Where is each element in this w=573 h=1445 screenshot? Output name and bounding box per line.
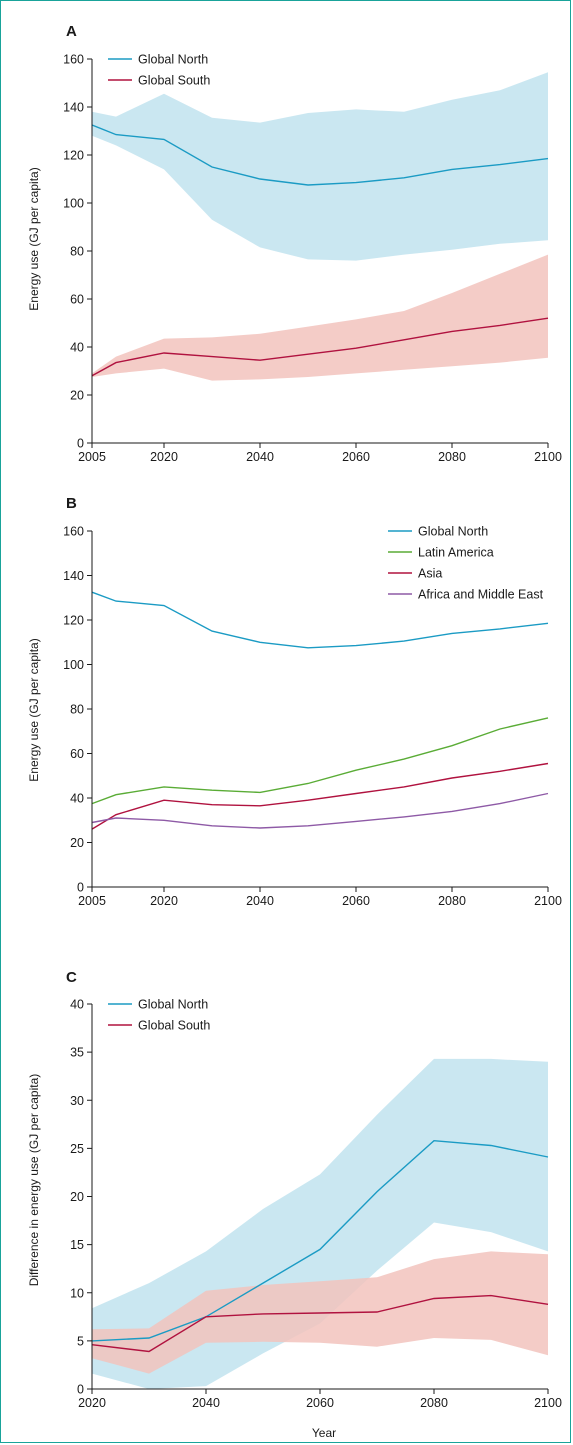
- panel-b-y-tick-label: 20: [70, 836, 84, 850]
- panel-b-legend-label-global-north: Global North: [418, 525, 488, 539]
- panel-c-y-tick-label: 5: [77, 1334, 84, 1348]
- panel-c-label: C: [66, 969, 77, 986]
- panel-a-y-tick-label: 60: [70, 293, 84, 307]
- panel-b-latin-america-line: [91, 717, 549, 805]
- panel-c-x-axis-title: Year: [312, 1426, 336, 1440]
- panel-c-y-tick-label: 20: [70, 1190, 84, 1204]
- panel-a-x-tick-label: 2060: [342, 450, 370, 464]
- panel-c-y-axis-title: Difference in energy use (GJ per capita): [27, 1074, 41, 1287]
- panel-b-x-tick-label: 2005: [78, 894, 106, 908]
- panel-c-legend-label-global-north: Global North: [138, 998, 208, 1012]
- panel-b-y-axis-title: Energy use (GJ per capita): [27, 638, 41, 781]
- panel-c-global-north-line: [91, 1139, 549, 1342]
- panel-c-legend-label-global-south: Global South: [138, 1019, 210, 1033]
- panel-a-x-tick-label: 2005: [78, 450, 106, 464]
- panel-a-x-tick-label: 2040: [246, 450, 274, 464]
- panel-b-asia-line: [91, 762, 549, 830]
- panel-a-y-axis-title: Energy use (GJ per capita): [27, 167, 41, 310]
- panel-c-global-south-line: [91, 1294, 549, 1353]
- panel-b-y-tick-label: 80: [70, 703, 84, 717]
- panel-b-legend: Global North Latin America Asia Africa and …: [388, 525, 544, 602]
- panel-a-y-tick-label: 100: [63, 197, 84, 211]
- panel-a-lines: [91, 124, 549, 377]
- panel-a-legend-label-global-south: Global South: [138, 74, 210, 88]
- panel-b-y-tick-label: 40: [70, 792, 84, 806]
- panel-a-y-tick-label: 20: [70, 389, 84, 403]
- panel-b-lines: [91, 591, 549, 830]
- panel-b-legend-label-latin-america: Latin America: [418, 546, 494, 560]
- panel-b-y-tick-label: 120: [63, 614, 84, 628]
- panel-b-legend-label-asia: Asia: [418, 567, 442, 581]
- panel-a-legend-label-global-north: Global North: [138, 53, 208, 67]
- panel-a-global-north-range-band: [92, 72, 548, 261]
- panel-b-x-tick-label: 2020: [150, 894, 178, 908]
- panel-b-y-tick-label: 140: [63, 569, 84, 583]
- panel-c-x-tick-label: 2080: [420, 1396, 448, 1410]
- panel-b-y-tick-label: 160: [63, 525, 84, 539]
- panel-a-y-tick-label: 140: [63, 101, 84, 115]
- panel-c-x-tick-label: 2100: [534, 1396, 562, 1410]
- panel-a-label: A: [66, 23, 77, 40]
- panel-b-global-north-line: [91, 591, 549, 649]
- panel-b-y-tick-label: 100: [63, 658, 84, 672]
- panel-c-legend: Global North Global South: [108, 998, 210, 1033]
- panel-c-y-tick-label: 10: [70, 1286, 84, 1300]
- panel-a-x-tick-label: 2080: [438, 450, 466, 464]
- panel-c-x-tick-label: 2020: [78, 1396, 106, 1410]
- panel-c-y-tick-label: 40: [70, 998, 84, 1012]
- panel-a-bands: [92, 72, 548, 381]
- panel-c-y-tick-label: 35: [70, 1046, 84, 1060]
- panel-a-global-south-range-band: [92, 254, 548, 381]
- panel-b-x-tick-label: 2060: [342, 894, 370, 908]
- panel-a-x-tick-label: 2020: [150, 450, 178, 464]
- panel-c-y-tick-label: 25: [70, 1142, 84, 1156]
- panel-c-lines: [91, 1139, 549, 1353]
- panel-b-y-tick-label: 60: [70, 747, 84, 761]
- panel-a-global-south-line: [91, 317, 549, 377]
- panel-b-x-tick-label: 2040: [246, 894, 274, 908]
- panel-a-global-north-line: [91, 124, 549, 186]
- panel-b-africa-and-middle-east-line: [91, 792, 549, 829]
- panel-c-y-tick-label: 30: [70, 1094, 84, 1108]
- panel-a-legend: Global North Global South: [108, 53, 210, 88]
- panel-c-axes: 0 5 10 15 20 25 30 35 40 2020 2040 2060 2080 2100: [70, 998, 562, 1411]
- panel-b-y-tick-label: 0: [77, 881, 84, 895]
- panel-c-x-tick-label: 2040: [192, 1396, 220, 1410]
- panel-a-y-tick-label: 160: [63, 53, 84, 67]
- panel-c-y-tick-label: 0: [77, 1383, 84, 1397]
- panel-c: C 0 5 10 15 20 25 30 35 40 2020 2040 2060 2080 2100 G…: [27, 969, 562, 1440]
- panel-a-y-tick-label: 40: [70, 341, 84, 355]
- panel-a-y-tick-label: 80: [70, 245, 84, 259]
- panel-a-y-tick-label: 0: [77, 437, 84, 451]
- panel-c-x-tick-label: 2060: [306, 1396, 334, 1410]
- panel-b-legend-label-africa-and-middle-east: Africa and Middle East: [418, 588, 544, 602]
- panel-b-label: B: [66, 495, 77, 512]
- panel-c-y-tick-label: 15: [70, 1238, 84, 1252]
- panel-b-x-tick-label: 2080: [438, 894, 466, 908]
- panel-a-x-tick-label: 2100: [534, 450, 562, 464]
- panel-c-bands: [92, 1058, 548, 1389]
- panel-a-y-tick-label: 120: [63, 149, 84, 163]
- panel-b-x-tick-label: 2100: [534, 894, 562, 908]
